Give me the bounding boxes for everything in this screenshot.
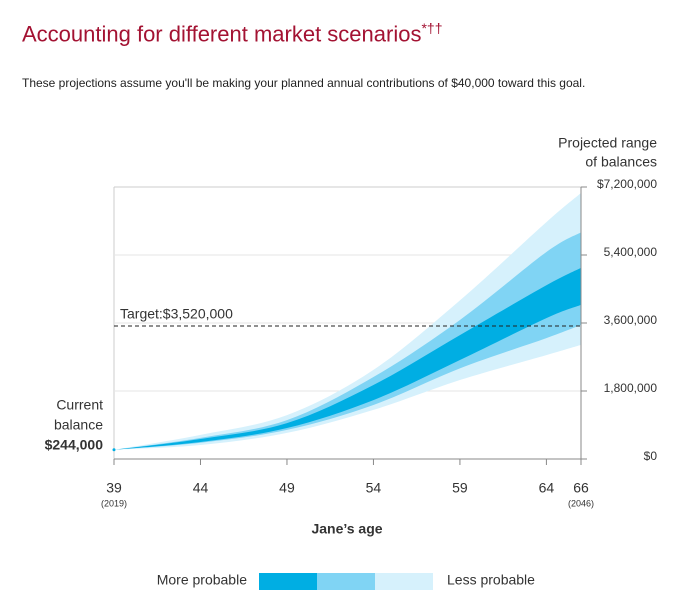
y-axis-label: Projected range: [558, 135, 657, 151]
x-tick-note: (2046): [568, 498, 594, 508]
current-label: Current: [56, 397, 103, 413]
title: Accounting for different market scenario…: [22, 20, 443, 47]
y-tick-label: 1,800,000: [604, 381, 658, 395]
x-tick-label: 39: [106, 480, 122, 496]
y-tick-label: 5,400,000: [604, 245, 658, 259]
title-text: Accounting for different market scenario…: [22, 21, 422, 47]
x-tick-label: 59: [452, 480, 468, 496]
y-axis-label: of balances: [585, 154, 657, 170]
legend-swatch: [317, 573, 375, 590]
x-tick-note: (2019): [101, 498, 127, 508]
legend-swatch: [375, 573, 433, 590]
x-tick-label: 44: [193, 480, 209, 496]
legend-swatch: [259, 573, 317, 590]
current-label: balance: [54, 417, 103, 433]
x-tick-label: 54: [366, 480, 382, 496]
legend-label: More probable: [157, 572, 247, 588]
y-tick-label: $0: [644, 449, 658, 463]
y-tick-label: 3,600,000: [604, 313, 658, 327]
legend-label: Less probable: [447, 572, 535, 588]
x-tick-label: 64: [539, 480, 555, 496]
y-tick-label: $7,200,000: [597, 177, 657, 191]
current-value: $244,000: [45, 437, 104, 453]
subtitle: These projections assume you'll be makin…: [22, 76, 586, 90]
target-label: Target:$3,520,000: [120, 306, 233, 322]
x-tick-label: 49: [279, 480, 295, 496]
x-tick-label: 66: [573, 480, 589, 496]
current-point: [112, 448, 116, 452]
title-mark: *††: [421, 20, 443, 36]
x-axis-label: Jane’s age: [311, 521, 382, 537]
